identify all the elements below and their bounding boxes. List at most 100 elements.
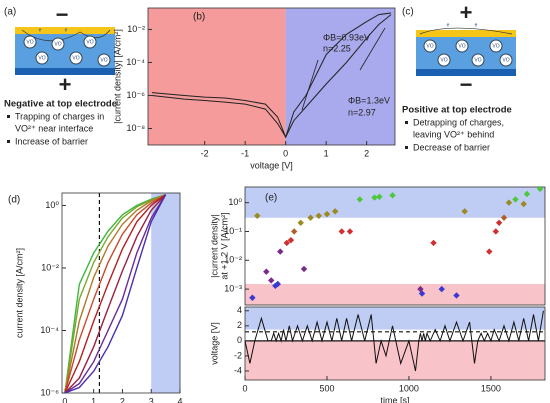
- bottom-electrode: [416, 69, 516, 76]
- line: [151, 14, 392, 139]
- shade: [151, 193, 180, 393]
- arrow: [301, 59, 319, 111]
- y-tick-label: 10⁰: [45, 200, 59, 210]
- vacancy-label: VO: [474, 57, 481, 63]
- point: [331, 208, 339, 215]
- point: [461, 208, 468, 215]
- x-tick-label: 0: [242, 383, 247, 393]
- point: [323, 210, 331, 218]
- y-tick-label: 10⁰: [228, 197, 242, 207]
- point: [287, 236, 295, 244]
- panel-label: (a): [4, 7, 16, 18]
- x-tick-label: 1500: [481, 383, 501, 393]
- band: [21, 29, 111, 42]
- point: [389, 192, 396, 199]
- point: [277, 248, 284, 255]
- vacancy-label: VO: [72, 55, 79, 61]
- bullet: [405, 121, 408, 124]
- point: [300, 265, 308, 273]
- point: [290, 228, 298, 235]
- point: [523, 190, 531, 198]
- x-tick-label: 3: [149, 396, 154, 403]
- line: [64, 194, 166, 394]
- point: [453, 292, 460, 299]
- panel-label: (c): [402, 7, 414, 18]
- point: [346, 228, 354, 235]
- vacancy-label: VO: [458, 43, 465, 49]
- vacancy-label: VO: [100, 57, 107, 63]
- sign: −: [460, 72, 473, 97]
- bullet-text: Decrease of barrier: [413, 142, 490, 152]
- y-tick-label: 10⁻²: [41, 262, 59, 272]
- x-tick-label: -2: [201, 148, 209, 158]
- sign: −: [56, 2, 69, 27]
- point: [297, 219, 304, 227]
- annotation: n=2.97: [348, 107, 376, 117]
- line: [64, 194, 167, 394]
- sign: +: [460, 0, 473, 25]
- shade: [245, 284, 545, 305]
- plot-frame: [147, 7, 396, 146]
- electron-label: e: [447, 22, 450, 28]
- point: [438, 285, 445, 293]
- point: [536, 185, 544, 193]
- x-tick-label: 2: [120, 396, 125, 403]
- vacancy-label: VO: [54, 41, 61, 47]
- diagram-title: Positive at top electrode: [402, 105, 512, 116]
- point: [263, 268, 270, 275]
- point: [520, 200, 527, 208]
- point: [418, 290, 426, 297]
- vacancy-label: VO: [86, 39, 93, 45]
- point: [500, 214, 508, 221]
- x-axis-label: time [s]: [380, 395, 409, 403]
- point: [249, 294, 256, 301]
- y-tick-label: 10⁻²: [127, 24, 145, 34]
- point: [356, 196, 363, 203]
- x-axis-label: voltage [V]: [250, 160, 293, 170]
- x-tick-label: 0: [283, 148, 288, 158]
- y-axis-label: current density [A/cm²]: [14, 248, 24, 338]
- y-tick-label: 10⁻³: [224, 283, 242, 293]
- plot-frame: [244, 186, 546, 306]
- line: [64, 194, 167, 394]
- y-tick-label: 4: [237, 305, 242, 315]
- y-tick-label: -2: [234, 350, 242, 360]
- y-tick-label: 10⁻⁸: [126, 123, 145, 133]
- line: [64, 194, 167, 394]
- bullet: [7, 140, 10, 143]
- plot-frame: [244, 306, 546, 381]
- annotation: ΦB=1.3eV: [348, 95, 390, 105]
- sign: +: [59, 72, 72, 97]
- top-electrode: [15, 27, 115, 34]
- diagram-a: (a) − VO VO VO VO VO VO e e + Negative a…: [4, 2, 117, 147]
- shade: [245, 307, 545, 330]
- x-tick-label: 1000: [399, 383, 419, 393]
- panel-label: (e): [265, 193, 277, 204]
- x-tick-label: 1: [91, 396, 96, 403]
- point: [486, 248, 493, 255]
- bullet-text: VO²⁺ near interface: [15, 123, 93, 133]
- y-tick-label: 10⁻⁴: [40, 325, 59, 335]
- x-tick-label: 1: [324, 148, 329, 158]
- shade: [148, 8, 286, 145]
- line: [64, 194, 166, 394]
- point: [268, 277, 275, 284]
- point: [274, 280, 281, 288]
- vacancy-label: VO: [502, 57, 509, 63]
- vacancy-label: VO: [426, 43, 433, 49]
- line: [64, 194, 166, 394]
- vacancy-label: VO: [38, 55, 45, 61]
- vacancies: VO VO VO VO VO VO e e: [23, 27, 111, 67]
- shade: [245, 187, 545, 218]
- bullet-text: leaving VO²⁺ behind: [413, 129, 494, 139]
- y-tick-label: -4: [234, 365, 242, 375]
- y-tick-label: 10⁻¹: [224, 226, 242, 236]
- point: [512, 196, 519, 203]
- bottom-electrode: [15, 68, 115, 75]
- point: [492, 228, 500, 235]
- y-tick-label: 10⁻⁶: [127, 90, 146, 100]
- point: [307, 214, 314, 221]
- y-tick-label: 10⁻⁶: [41, 387, 60, 397]
- y-tick-label: 10⁻⁴: [126, 57, 145, 67]
